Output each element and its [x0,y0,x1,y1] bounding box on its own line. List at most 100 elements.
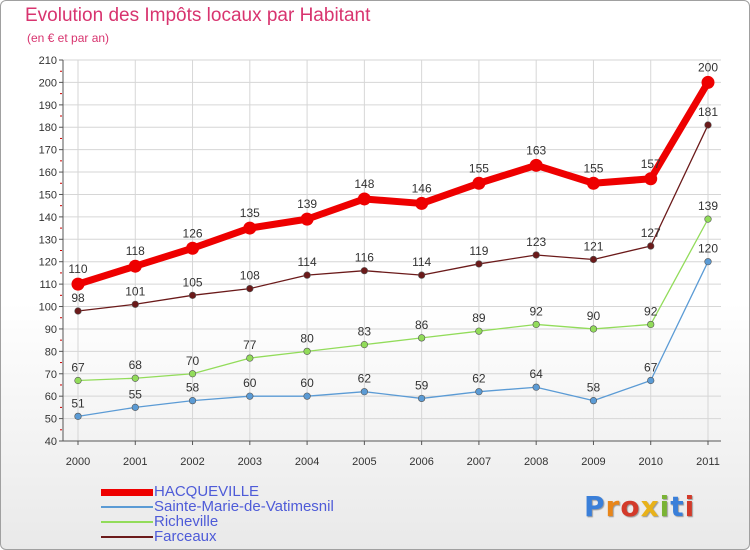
data-label: 58 [587,381,601,395]
data-label: 83 [358,325,372,339]
y-tick-label: 70 [45,369,57,381]
data-point [415,196,429,210]
y-tick-label: 130 [39,234,57,246]
legend-swatch [101,536,153,538]
legend-label: Farceaux [154,528,217,545]
data-point [589,325,598,333]
data-label: 67 [644,360,658,374]
data-label: 89 [472,311,486,325]
data-label: 90 [587,309,601,323]
data-label: 68 [129,358,143,372]
data-point [188,370,197,378]
y-tick-label: 50 [45,414,57,426]
data-point [532,251,540,259]
data-point [131,374,139,382]
data-point [128,259,142,273]
data-label: 157 [641,157,661,171]
data-point [303,392,311,400]
data-label: 200 [698,60,718,74]
data-point [71,277,85,291]
logo-letter: i [684,490,696,523]
data-label: 163 [526,143,546,157]
y-tick-label: 160 [39,167,57,179]
y-tick-label: 120 [39,257,57,269]
x-tick-label: 2002 [180,456,204,468]
data-label: 64 [530,367,544,381]
data-point [647,242,655,250]
legend-swatch [101,521,153,523]
data-point [529,158,543,172]
data-label: 139 [297,197,317,211]
legend-swatch [101,506,153,508]
x-tick-label: 2010 [638,456,662,468]
data-point [360,341,368,349]
data-point [418,271,426,279]
data-label: 51 [71,396,85,410]
data-label: 155 [469,161,489,175]
data-point [418,394,426,403]
legend-label: Richeville [154,513,219,530]
data-label: 60 [300,376,314,390]
data-point [475,260,483,268]
data-label: 127 [641,226,661,240]
data-point [472,176,486,190]
y-tick-label: 170 [39,145,57,157]
data-point [532,320,540,329]
data-point [300,212,314,226]
x-tick-label: 2001 [123,456,147,468]
data-point [589,397,598,405]
data-label: 80 [300,331,314,345]
data-point [360,267,368,275]
x-tick-label: 2005 [352,456,376,468]
y-tick-label: 150 [39,189,57,201]
data-label: 116 [355,251,374,265]
data-point [475,388,483,396]
data-label: 101 [125,284,145,298]
data-label: 118 [126,244,145,258]
data-point [74,412,82,420]
logo-letter: t [670,490,685,523]
data-point [74,376,82,385]
x-tick-label: 2011 [696,456,720,468]
data-label: 62 [472,372,486,386]
data-point [188,291,197,299]
data-point [303,271,311,279]
data-label: 110 [68,262,87,276]
data-point [188,397,197,405]
data-label: 59 [415,378,429,392]
data-point [704,121,712,129]
chart-title: Evolution des Impôts locaux par Habitant [25,5,371,26]
logo-letter: x [640,490,660,523]
data-point [475,327,483,335]
data-label: 135 [240,206,260,220]
y-tick-label: 90 [45,324,57,336]
data-label: 139 [698,199,718,213]
x-tick-label: 2009 [581,456,605,468]
series-line [77,124,709,312]
data-label: 55 [129,387,143,401]
data-point [243,221,257,235]
data-label: 114 [298,255,317,269]
data-label: 92 [644,304,658,318]
proxiti-logo: Proxiti [584,490,695,523]
data-label: 148 [354,177,374,191]
data-point [303,347,311,355]
logo-letter: P [584,490,606,523]
y-tick-label: 80 [45,346,57,358]
series-line [77,261,709,417]
data-label: 114 [412,255,431,269]
data-point [360,388,368,396]
logo-letter: o [620,490,641,523]
data-label: 86 [415,318,429,332]
data-point [246,285,254,293]
series-line [77,218,709,382]
data-point [586,176,600,190]
data-label: 77 [243,338,257,352]
x-tick-label: 2006 [409,456,433,468]
data-label: 105 [183,275,203,289]
data-label: 123 [526,235,546,249]
legend-label: Sainte-Marie-de-Vatimesnil [154,498,334,515]
data-label: 126 [183,226,203,240]
data-point [644,172,658,186]
